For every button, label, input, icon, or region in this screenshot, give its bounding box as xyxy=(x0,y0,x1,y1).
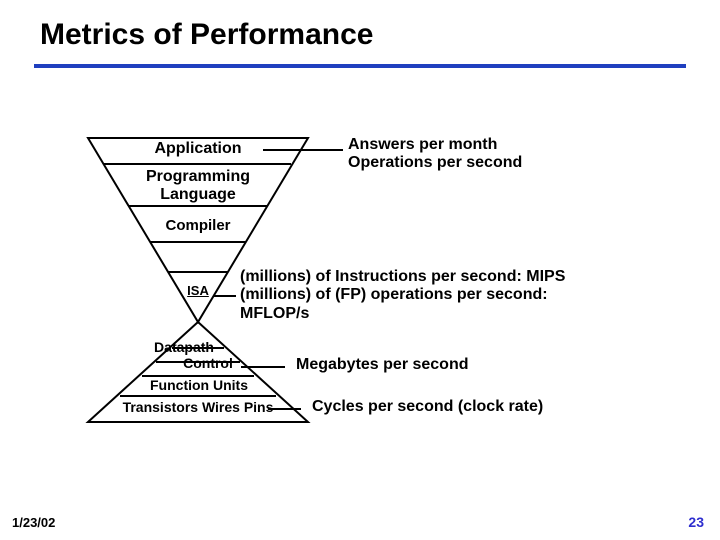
slide: Metrics of Performance Application Progr… xyxy=(0,0,720,540)
annotation-mips-mflops: (millions) of Instructions per second: M… xyxy=(240,268,565,323)
footer-date: 1/23/02 xyxy=(12,515,55,530)
label-application: Application xyxy=(110,140,286,158)
annotation-application: Answers per month Operations per second xyxy=(348,136,522,173)
label-control: Control xyxy=(166,356,250,371)
annotation-clockrate: Cycles per second (clock rate) xyxy=(312,398,543,416)
footer-page-number: 23 xyxy=(688,514,704,530)
label-datapath: Datapath xyxy=(142,340,226,355)
label-programming-language: Programming Language xyxy=(116,168,280,203)
label-isa: ISA xyxy=(176,284,220,298)
label-function-units: Function Units xyxy=(126,378,272,393)
annotation-megabytes: Megabytes per second xyxy=(296,356,469,374)
label-compiler: Compiler xyxy=(140,218,256,235)
label-transistors-wires-pins: Transistors Wires Pins xyxy=(86,400,310,415)
